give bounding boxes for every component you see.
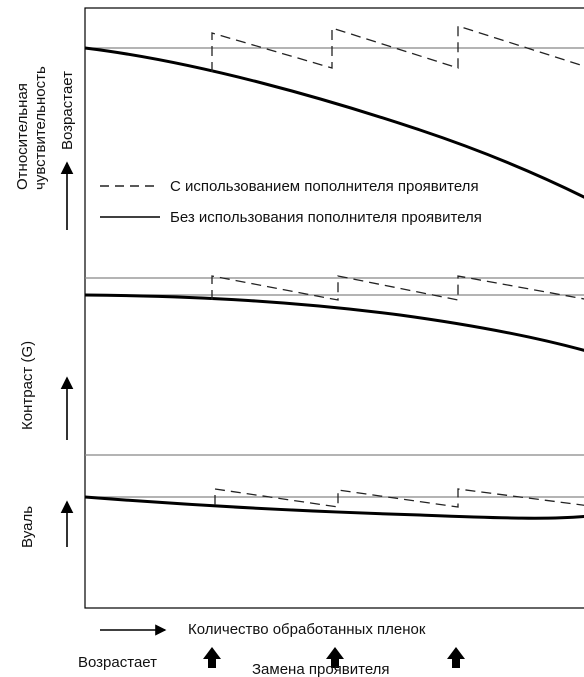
sensitivity-increase-label: Возрастает [59, 71, 76, 150]
legend-with-replenisher: С использованием пополнителя проявителя [170, 178, 479, 195]
fog-curve-without-replenisher [84, 495, 584, 520]
replacement-label: Замена проявителя [252, 661, 390, 677]
x-increase-label: Возрастает [78, 654, 157, 671]
fog-curve-with-replenisher [214, 488, 584, 508]
sensitivity-curve-with-replenisher [211, 25, 584, 72]
contrast-curve-with-replenisher [211, 275, 584, 301]
replacement-marker-3 [447, 647, 465, 668]
fog-ylabel: Вуаль [19, 506, 36, 548]
sensitivity-ylabel-line2: чувствительность [32, 66, 49, 190]
sensitivity-ylabel-line1: Относительная [14, 83, 31, 190]
sensitivity-curve-without-replenisher [84, 46, 584, 199]
contrast-curve-without-replenisher [84, 293, 584, 352]
contrast-ylabel: Контраст (G) [19, 341, 36, 430]
replacement-marker-1 [203, 647, 221, 668]
replacement-marker-2 [326, 647, 344, 668]
legend-without-replenisher: Без использования пополнителя проявителя [170, 209, 482, 226]
x-axis-label: Количество обработанных пленок [188, 621, 426, 638]
plot-frame [84, 7, 584, 609]
